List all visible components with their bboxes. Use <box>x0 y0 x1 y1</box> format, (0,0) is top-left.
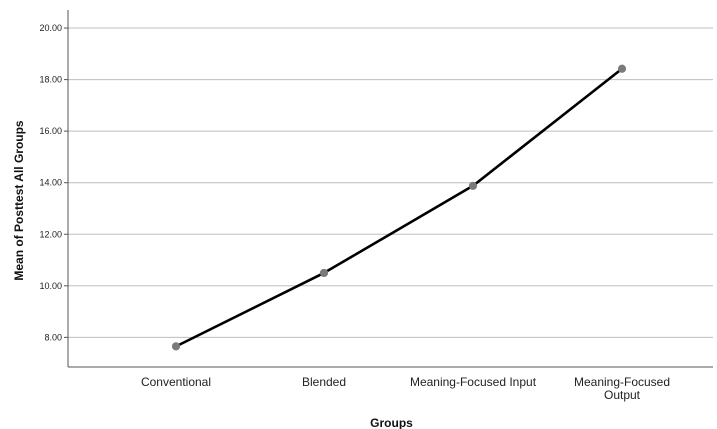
y-tick-label: 14.00 <box>39 178 62 188</box>
x-category-label: Meaning-Focused Output <box>574 375 670 402</box>
x-category-labels: Conventional Blended Meaning-Focused Input… <box>141 375 670 402</box>
axes <box>64 10 713 368</box>
x-category-label: Meaning-Focused Input <box>410 375 537 389</box>
x-category-label: Conventional <box>141 375 211 389</box>
series-line <box>174 67 624 348</box>
x-axis-title: Groups <box>370 416 413 429</box>
data-point <box>468 181 478 190</box>
y-tick-label: 10.00 <box>39 281 62 291</box>
y-tick-label: 12.00 <box>39 229 62 239</box>
data-point <box>319 268 329 278</box>
y-tick-label: 8.00 <box>44 332 62 342</box>
data-point <box>171 342 181 351</box>
y-tick-labels: 8.00 10.00 12.00 14.00 16.00 18.00 20.00 <box>39 23 62 342</box>
x-category-label: Blended <box>302 375 346 389</box>
y-tick-label: 18.00 <box>39 75 62 85</box>
data-point <box>617 64 627 73</box>
y-axis-title: Mean of Posttest All Groups <box>12 120 26 281</box>
y-tick-label: 20.00 <box>39 23 62 33</box>
y-tick-label: 16.00 <box>39 126 62 136</box>
series <box>171 64 627 351</box>
